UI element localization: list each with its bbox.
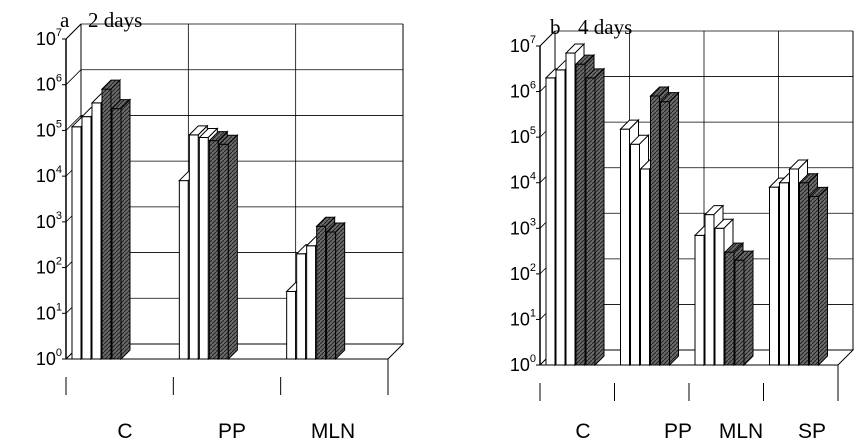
y-tick-label: 100 [36,347,62,369]
bar [325,221,346,361]
chart-panel-a: 100 101 102 103 104 105 106 107 C PP MLN [36,23,405,443]
bar [110,98,132,361]
y-tick-diagonal [539,30,556,47]
category-label: SP [798,420,826,443]
y-tick-label: 104 [510,171,536,193]
y-tick-label: 107 [510,34,536,56]
y-tick-label: 106 [36,73,62,95]
y-tick-label: 102 [36,256,62,278]
category-label: PP [664,420,692,443]
bar [808,186,829,367]
y-tick-label: 105 [36,118,62,140]
y-tick-label: 103 [510,216,536,238]
y-tick-diagonal [65,69,82,85]
category-label: C [117,420,132,443]
y-tick-diagonal [65,115,82,131]
panel-b-title: 4 days [578,15,632,39]
y-tick-diagonal [65,23,82,40]
bar [584,67,606,367]
y-tick-label: 104 [36,164,62,186]
panel-a-letter: a [60,8,70,32]
chart-panel-b: 100 101 102 103 104 105 106 107 C PP MLN SP [510,30,855,443]
y-tick-label: 101 [36,301,62,323]
bar [659,91,680,367]
bar [733,249,755,367]
y-tick-label: 102 [510,262,536,284]
bar [218,133,239,361]
y-tick-label: 105 [510,125,536,147]
y-tick-label: 107 [36,27,62,49]
category-label: MLN [719,420,763,443]
y-tick-label: 101 [510,307,536,329]
category-label: MLN [311,420,355,443]
panel-a-title: 2 days [88,8,142,32]
category-label: PP [218,420,246,443]
category-label: C [575,420,590,443]
y-tick-label: 103 [36,210,62,232]
panel-b-letter: b [550,15,561,39]
y-tick-label: 106 [510,80,536,102]
y-tick-label: 100 [510,353,536,375]
